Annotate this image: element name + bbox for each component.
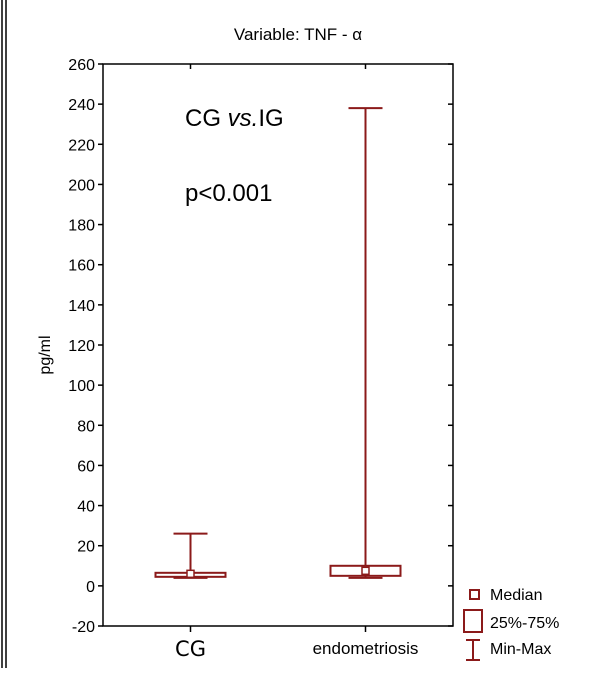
legend-median-icon <box>469 589 480 600</box>
y-tick-label: 180 <box>68 218 95 235</box>
y-tick-label: 0 <box>86 579 95 596</box>
legend-whisker-label: Min-Max <box>490 641 551 658</box>
chart-title: Variable: TNF - α <box>234 25 362 44</box>
plot-area <box>102 63 454 627</box>
median-marker <box>361 566 370 576</box>
legend: Median 25%-75% Min-Max <box>463 587 559 661</box>
x-category-label: endometriosis <box>313 639 419 658</box>
y-tick-label: 140 <box>68 298 95 315</box>
legend-box-icon <box>463 609 483 633</box>
y-tick-label: 200 <box>68 177 95 194</box>
y-tick-label: 80 <box>77 418 95 435</box>
y-tick-label: 120 <box>68 338 95 355</box>
y-tick-label: 260 <box>68 57 95 74</box>
median-marker <box>186 569 195 579</box>
comparison-vs: vs. <box>228 105 259 132</box>
comparison-prefix: CG <box>185 105 228 132</box>
comparison-suffix: IG <box>258 105 283 132</box>
x-category-label: CG <box>175 637 206 661</box>
y-tick-label: 240 <box>68 97 95 114</box>
x-axis: CG endometriosis <box>175 64 418 661</box>
legend-median-label: Median <box>490 587 542 604</box>
y-tick-label: 160 <box>68 258 95 275</box>
y-tick-label: 20 <box>77 539 95 556</box>
legend-box-label: 25%-75% <box>490 615 559 632</box>
box-cg <box>154 532 227 579</box>
comparison-annotation: CG vs.IG <box>185 105 284 132</box>
box-series <box>154 107 402 579</box>
y-tick-label: 40 <box>77 499 95 516</box>
y-tick-label: 100 <box>68 378 95 395</box>
y-tick-label: -20 <box>72 619 95 636</box>
y-tick-label: 220 <box>68 137 95 154</box>
y-axis: -20 0 20 40 60 80 100 120 140 160 180 200 220 240 260 <box>68 57 453 636</box>
y-axis-label: pg/ml <box>37 335 54 374</box>
y-tick-label: 60 <box>77 458 95 475</box>
p-value-annotation: p<0.001 <box>185 180 272 207</box>
box-endometriosis <box>329 107 402 579</box>
